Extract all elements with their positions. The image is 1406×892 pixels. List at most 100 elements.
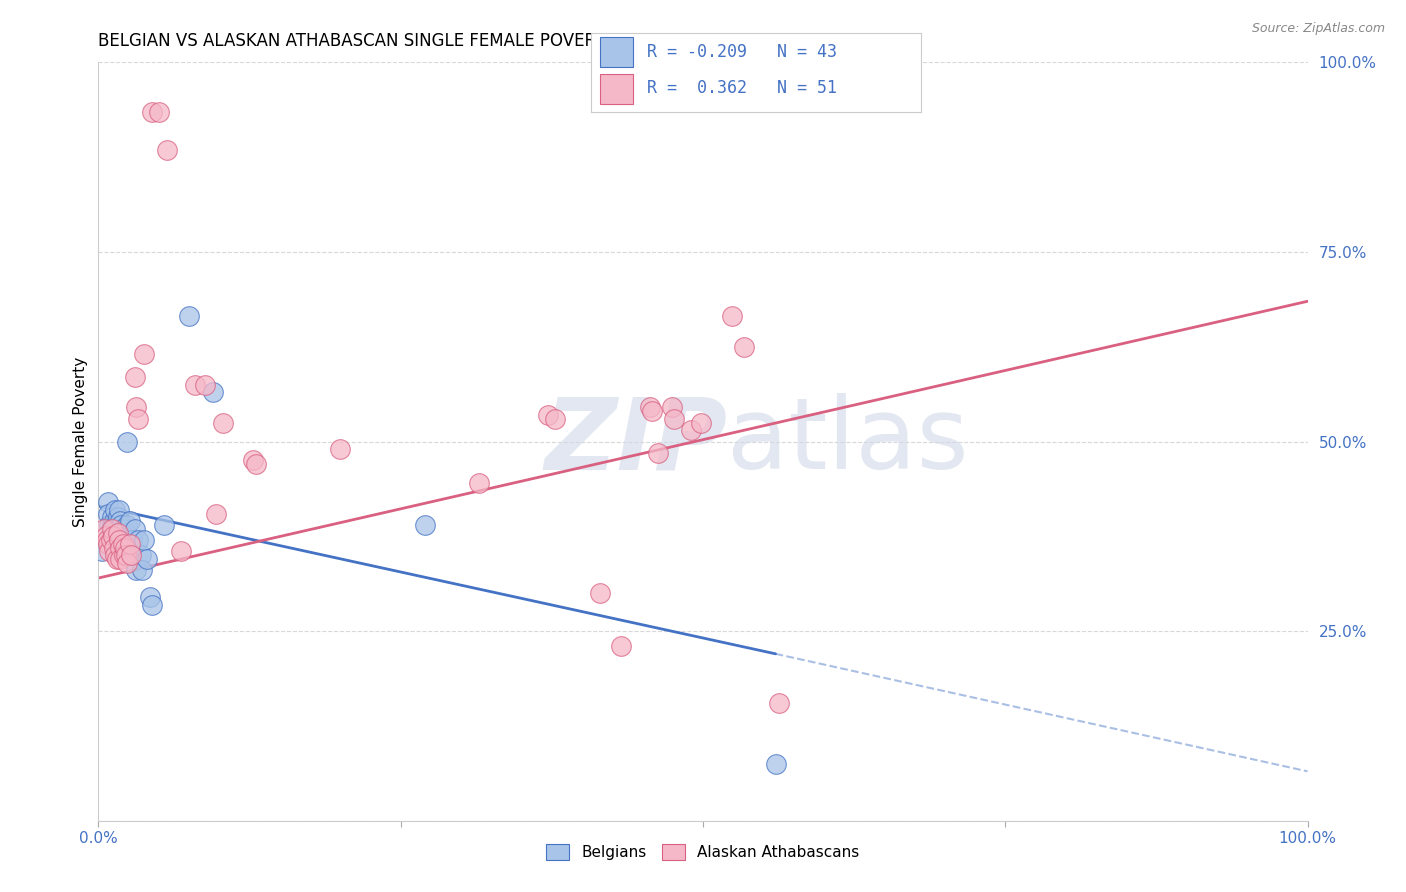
Point [97,495,120,509]
Point [118,537,141,551]
Point [108,503,131,517]
Point [105,525,128,540]
Point [115,533,138,548]
Point [108,541,131,555]
Point [98,517,121,532]
Point [679,423,702,437]
Point [413,517,436,532]
Point [94,529,117,543]
Point [141,104,163,119]
Point [96,533,118,548]
Point [114,541,136,555]
Point [108,533,131,548]
Point [768,696,790,710]
Text: BELGIAN VS ALASKAN ATHABASCAN SINGLE FEMALE POVERTY CORRELATION CHART: BELGIAN VS ALASKAN ATHABASCAN SINGLE FEM… [98,32,800,50]
Point [179,310,201,324]
Point [101,529,124,543]
Point [131,564,153,578]
Point [98,544,121,558]
Point [108,552,131,566]
Point [641,404,664,418]
Point [100,510,122,524]
Point [108,525,131,540]
Point [329,442,352,457]
Point [121,533,143,548]
Point [114,525,136,540]
Point [117,556,139,570]
Point [115,548,138,563]
Point [111,537,134,551]
Point [125,564,148,578]
Point [118,541,141,555]
Point [589,586,612,600]
Point [204,507,226,521]
Point [105,552,128,566]
Point [468,476,491,491]
Point [765,756,787,771]
Point [733,340,755,354]
Point [647,446,669,460]
Point [194,377,217,392]
Point [169,544,191,558]
Point [134,347,156,361]
Point [124,370,146,384]
Point [202,385,225,400]
Point [108,514,131,528]
Bar [600,37,634,67]
Y-axis label: Single Female Poverty: Single Female Poverty [73,357,89,526]
Point [118,514,141,528]
Point [104,517,127,532]
Point [139,590,162,604]
Point [112,533,135,548]
Point [115,541,138,555]
Point [152,517,174,532]
Point [107,525,129,540]
Point [245,458,267,472]
Point [124,522,146,536]
Point [156,143,179,157]
Point [111,529,134,543]
Point [776,62,799,77]
Point [127,533,149,548]
Point [97,537,120,551]
Point [127,412,149,426]
Point [120,548,142,563]
Point [148,104,170,119]
Point [129,548,152,563]
Point [110,517,132,532]
Point [111,522,134,536]
Point [103,514,125,528]
Bar [600,74,634,103]
Point [638,401,661,415]
Point [112,548,135,563]
Point [721,310,744,324]
Point [107,529,129,543]
Point [212,416,235,430]
Point [544,412,567,426]
Point [104,548,127,563]
Point [103,541,125,555]
Text: ZIP: ZIP [544,393,727,490]
Point [101,529,124,543]
Text: R =  0.362   N = 51: R = 0.362 N = 51 [647,79,837,97]
Point [242,453,264,467]
Point [135,552,157,566]
Point [662,412,685,426]
Point [141,598,163,612]
Point [610,639,633,653]
Point [117,517,139,532]
Point [100,522,122,536]
Point [117,434,139,449]
Point [107,510,129,524]
Legend: Belgians, Alaskan Athabascans: Belgians, Alaskan Athabascans [540,838,866,866]
Point [184,377,207,392]
Point [97,507,120,521]
Point [125,401,148,415]
Point [661,401,683,415]
Point [93,522,115,536]
Point [537,408,560,422]
Text: atlas: atlas [727,393,969,490]
Point [101,517,124,532]
Point [134,533,156,548]
Point [689,416,711,430]
